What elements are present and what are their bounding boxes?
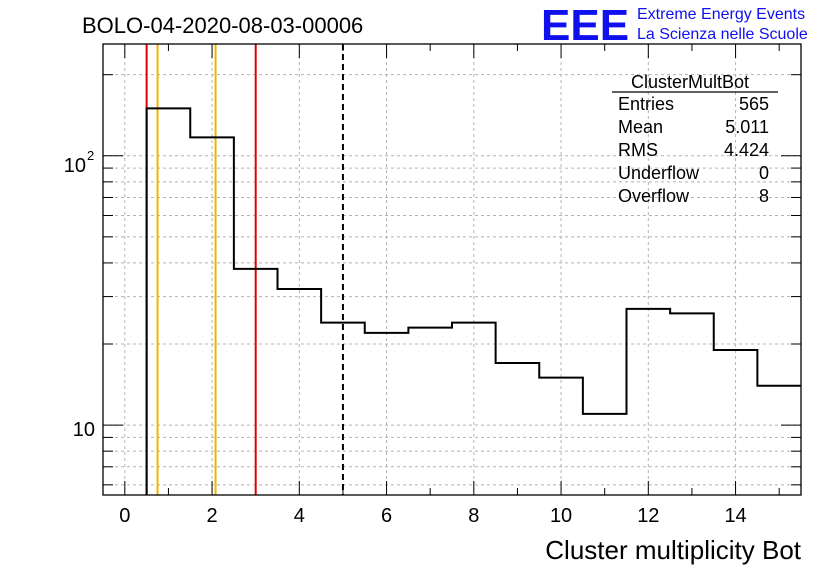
x-tick-label: 4 xyxy=(294,505,305,527)
stats-entries-value: 565 xyxy=(739,94,769,114)
stats-overflow-label: Overflow xyxy=(618,186,690,206)
x-axis-title: Cluster multiplicity Bot xyxy=(545,535,802,565)
stats-rms-label: RMS xyxy=(618,140,658,160)
y-tick-label-100-base: 10 xyxy=(64,155,86,177)
ticks-layer xyxy=(103,44,801,495)
x-tick-label: 0 xyxy=(119,505,130,527)
stats-mean-label: Mean xyxy=(618,117,663,137)
stats-box-title: ClusterMultBot xyxy=(631,72,749,92)
chart-title: BOLO-04-2020-08-03-00006 xyxy=(82,13,363,38)
y-tick-label-10: 10 xyxy=(73,419,95,441)
stats-box: ClusterMultBot Entries 565 Mean 5.011 RM… xyxy=(612,72,778,206)
eee-logo-line1: Extreme Energy Events xyxy=(637,6,805,23)
eee-logo-line2: La Scienza nelle Scuole xyxy=(637,26,808,43)
histogram-outline xyxy=(145,107,801,495)
histogram-layer xyxy=(145,107,801,495)
stats-entries-label: Entries xyxy=(618,94,674,114)
grid-layer xyxy=(103,44,801,495)
stats-rms-value: 4.424 xyxy=(724,140,769,160)
eee-logo-mark: EEE xyxy=(541,1,629,50)
x-tick-label: 8 xyxy=(468,505,479,527)
stats-mean-value: 5.011 xyxy=(725,117,769,137)
plot-frame xyxy=(102,43,802,496)
x-tick-label: 10 xyxy=(550,505,572,527)
x-tick-label: 2 xyxy=(207,505,218,527)
stats-overflow-value: 8 xyxy=(759,186,769,206)
stats-underflow-value: 0 xyxy=(759,163,769,183)
x-tick-label: 14 xyxy=(724,505,746,527)
stats-underflow-label: Underflow xyxy=(618,163,700,183)
y-tick-label-100-exponent: 2 xyxy=(87,148,94,163)
x-tick-label: 6 xyxy=(381,505,392,527)
x-tick-label: 12 xyxy=(637,505,659,527)
